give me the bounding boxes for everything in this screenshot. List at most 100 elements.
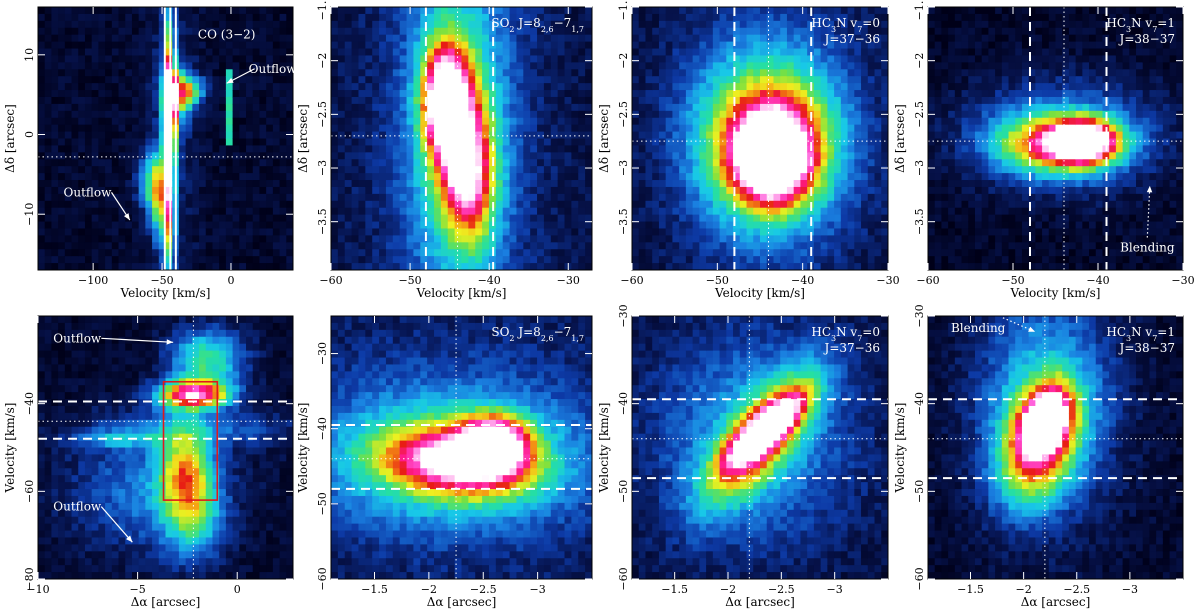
heatmap-cell (503, 139, 510, 147)
heatmap-cell (713, 173, 720, 181)
heatmap-cell (639, 152, 646, 160)
heatmap-cell (679, 49, 686, 57)
heatmap-cell (139, 180, 146, 188)
heatmap-cell (988, 215, 995, 223)
heatmap-cell (995, 263, 1002, 271)
heatmap-cell (814, 242, 821, 250)
heatmap-cell (760, 249, 767, 257)
y-axis-label: Δδ [arcsec] (597, 104, 611, 173)
heatmap-cell (699, 139, 706, 147)
heatmap-cell (192, 14, 199, 22)
heatmap-cell (475, 49, 482, 57)
heatmap-cell (659, 97, 666, 105)
heatmap-cell (861, 159, 868, 167)
heatmap-cell (544, 173, 551, 181)
heatmap-cell (928, 49, 935, 57)
heatmap-cell (1009, 35, 1016, 43)
heatmap-cell (407, 249, 414, 257)
heatmap-cell (206, 90, 213, 98)
heatmap-cell (975, 263, 982, 271)
heatmap-cell (273, 228, 280, 236)
heatmap-cell (848, 228, 855, 236)
heatmap-cell (848, 49, 855, 57)
heatmap-cell (38, 62, 45, 70)
heatmap-cell (639, 228, 646, 236)
heatmap-cell (848, 111, 855, 119)
heatmap-cell (537, 249, 544, 257)
heatmap-cell (679, 90, 686, 98)
heatmap-cell (139, 173, 146, 181)
heatmap-cell (928, 208, 935, 216)
heatmap-cell (639, 235, 646, 243)
heatmap-cell (988, 111, 995, 119)
heatmap-cell (78, 35, 85, 43)
heatmap-cell (848, 208, 855, 216)
heatmap-cell (659, 152, 666, 160)
heatmap-cell (821, 201, 828, 209)
heatmap-cell (659, 83, 666, 91)
heatmap-cell (672, 97, 679, 105)
heatmap-cell (338, 235, 345, 243)
heatmap-cell (639, 69, 646, 77)
heatmap-cell (753, 35, 760, 43)
heatmap-cell (948, 208, 955, 216)
heatmap-cell (948, 118, 955, 126)
heatmap-cell (65, 104, 72, 112)
heatmap-cell (699, 83, 706, 91)
heatmap-cell (975, 235, 982, 243)
heatmap-cell (1002, 166, 1009, 174)
heatmap-cell (720, 42, 727, 50)
heatmap-cell (821, 83, 828, 91)
heatmap-cell (516, 222, 523, 230)
heatmap-cell (868, 152, 875, 160)
heatmap-cell (740, 28, 747, 36)
heatmap-cell (814, 215, 821, 223)
heatmap-cell (358, 187, 365, 195)
heatmap-cell (199, 69, 206, 77)
heatmap-cell (1009, 201, 1016, 209)
heatmap-cell (713, 166, 720, 174)
heatmap-cell (448, 62, 455, 70)
heatmap-cell (807, 180, 814, 188)
y-tick-label: −2.5 (617, 101, 630, 128)
heatmap-cell (928, 7, 935, 15)
heatmap-cell (152, 139, 159, 147)
heatmap-cell (773, 42, 780, 50)
heatmap-cell (928, 14, 935, 22)
heatmap-cell (273, 152, 280, 160)
heatmap-cell (672, 256, 679, 264)
heatmap-cell (881, 215, 888, 223)
heatmap-cell (787, 104, 794, 112)
heatmap-cell (51, 145, 58, 153)
heatmap-cell (78, 49, 85, 57)
heatmap-cell (352, 14, 359, 22)
heatmap-cell (962, 118, 969, 126)
heatmap-cell (393, 235, 400, 243)
heatmap-cell (848, 125, 855, 133)
heatmap-cell (192, 55, 199, 63)
heatmap-cell (645, 159, 652, 167)
heatmap-cell (537, 201, 544, 209)
heatmap-cell (233, 132, 240, 140)
heatmap-cell (523, 125, 530, 133)
heatmap-cell (558, 118, 565, 126)
heatmap-cell (58, 104, 65, 112)
heatmap-cell (186, 139, 193, 147)
heatmap-cell (632, 242, 639, 250)
heatmap-cell (968, 132, 975, 140)
heatmap-cell (794, 21, 801, 29)
heatmap-cell (821, 49, 828, 57)
heatmap-cell (331, 76, 338, 84)
heatmap-cell (186, 235, 193, 243)
heatmap-cell (861, 201, 868, 209)
heatmap-cell (448, 76, 455, 84)
heatmap-cell (955, 76, 962, 84)
heatmap-cell (875, 125, 882, 133)
heatmap-cell (475, 208, 482, 216)
heatmap-cell (239, 62, 246, 70)
heatmap-cell (827, 249, 834, 257)
heatmap-cell (679, 152, 686, 160)
heatmap-cell (98, 111, 105, 119)
heatmap-cell (760, 215, 767, 223)
heatmap-cell (523, 194, 530, 202)
